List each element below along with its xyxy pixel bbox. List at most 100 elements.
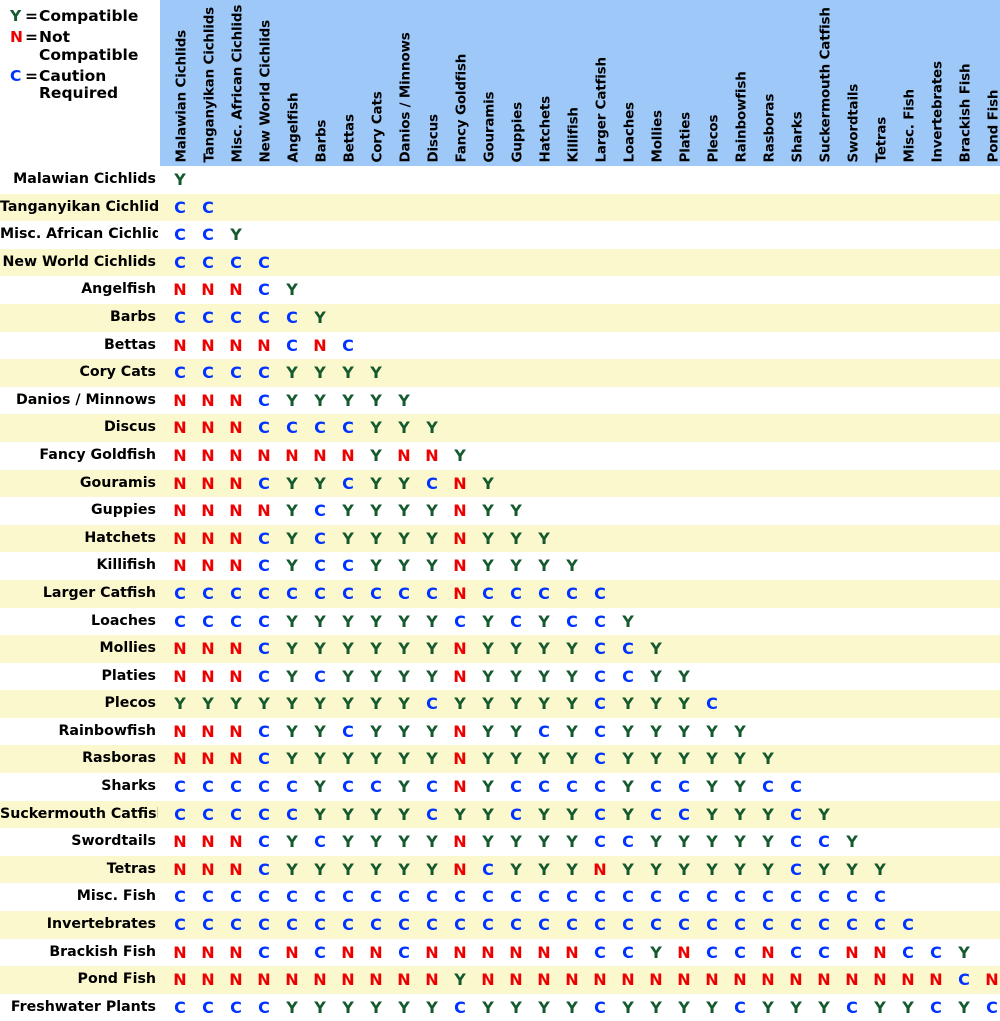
- cell-14-11: Y: [474, 552, 502, 580]
- cell-22-19: Y: [698, 773, 726, 801]
- cell-20-0: N: [166, 718, 194, 746]
- cell-14-14: Y: [558, 552, 586, 580]
- cell-14-0: N: [166, 552, 194, 580]
- cell-2-2: Y: [222, 221, 250, 249]
- cell-28-0: N: [166, 939, 194, 967]
- cell-26-18: C: [670, 883, 698, 911]
- cell-15-3: C: [250, 580, 278, 608]
- cell-15-15: C: [586, 580, 614, 608]
- cell-29-18: N: [670, 966, 698, 994]
- cell-10-5: N: [306, 442, 334, 470]
- cell-11-9: C: [418, 470, 446, 498]
- cell-20-12: Y: [502, 718, 530, 746]
- cell-17-12: Y: [502, 635, 530, 663]
- cell-25-13: Y: [530, 856, 558, 884]
- cell-13-5: C: [306, 525, 334, 553]
- cell-14-8: Y: [390, 552, 418, 580]
- cell-15-4: C: [278, 580, 306, 608]
- cell-24-24: Y: [838, 828, 866, 856]
- cell-10-2: N: [222, 442, 250, 470]
- cell-25-10: N: [446, 856, 474, 884]
- cell-8-6: Y: [334, 387, 362, 415]
- column-header-4: Angelfish: [288, 2, 302, 162]
- cell-2-0: C: [166, 221, 194, 249]
- cell-12-4: Y: [278, 497, 306, 525]
- cell-12-11: Y: [474, 497, 502, 525]
- cell-22-13: C: [530, 773, 558, 801]
- cell-10-3: N: [250, 442, 278, 470]
- cell-26-0: C: [166, 883, 194, 911]
- column-header-24: Swordtails: [848, 2, 862, 162]
- cell-24-15: C: [586, 828, 614, 856]
- row-label-24: Swordtails: [0, 828, 158, 856]
- cell-25-20: Y: [726, 856, 754, 884]
- cell-28-13: N: [530, 939, 558, 967]
- cell-30-16: Y: [614, 994, 642, 1021]
- cell-29-14: N: [558, 966, 586, 994]
- cell-23-2: C: [222, 801, 250, 829]
- cell-10-10: Y: [446, 442, 474, 470]
- cell-30-3: C: [250, 994, 278, 1021]
- cell-11-6: C: [334, 470, 362, 498]
- cell-25-25: Y: [866, 856, 894, 884]
- row-label-30: Freshwater Plants: [0, 994, 158, 1021]
- cell-22-1: C: [194, 773, 222, 801]
- cell-19-4: Y: [278, 690, 306, 718]
- cell-23-3: C: [250, 801, 278, 829]
- cell-26-24: C: [838, 883, 866, 911]
- row-label-28: Brackish Fish: [0, 939, 158, 967]
- cell-22-12: C: [502, 773, 530, 801]
- legend-item-not-compatible: N = Not Compatible: [10, 29, 156, 64]
- row-label-15: Larger Catfish: [0, 580, 158, 608]
- column-header-21: Rasboras: [764, 2, 778, 162]
- cell-24-16: C: [614, 828, 642, 856]
- cell-25-15: N: [586, 856, 614, 884]
- cell-20-20: Y: [726, 718, 754, 746]
- cell-21-15: C: [586, 745, 614, 773]
- cell-30-10: C: [446, 994, 474, 1021]
- cell-11-2: N: [222, 470, 250, 498]
- cell-22-7: C: [362, 773, 390, 801]
- row-label-14: Killifish: [0, 552, 158, 580]
- cell-5-1: C: [194, 304, 222, 332]
- cell-26-9: C: [418, 883, 446, 911]
- cell-25-7: Y: [362, 856, 390, 884]
- cell-20-10: N: [446, 718, 474, 746]
- cell-29-10: Y: [446, 966, 474, 994]
- cell-26-4: C: [278, 883, 306, 911]
- cell-3-2: C: [222, 249, 250, 277]
- cell-26-12: C: [502, 883, 530, 911]
- cell-26-3: C: [250, 883, 278, 911]
- cell-28-27: C: [922, 939, 950, 967]
- table-row: Pond FishNNNNNNNNNNYNNNNNNNNNNNNNNNNNCNY: [0, 966, 1000, 994]
- cell-28-3: C: [250, 939, 278, 967]
- cell-29-13: N: [530, 966, 558, 994]
- column-header-20: Rainbowfish: [736, 2, 750, 162]
- cell-28-7: N: [362, 939, 390, 967]
- legend-item-compatible: Y = Compatible: [10, 8, 156, 25]
- cell-27-11: C: [474, 911, 502, 939]
- cell-13-2: N: [222, 525, 250, 553]
- cell-20-5: Y: [306, 718, 334, 746]
- legend-item-caution: C = Caution Required: [10, 68, 156, 103]
- row-label-10: Fancy Goldfish: [0, 442, 158, 470]
- column-header-26: Misc. Fish: [904, 2, 918, 162]
- row-label-22: Sharks: [0, 773, 158, 801]
- cell-24-8: Y: [390, 828, 418, 856]
- row-label-6: Bettas: [0, 332, 158, 360]
- cell-15-7: C: [362, 580, 390, 608]
- column-header-6: Bettas: [344, 2, 358, 162]
- column-header-10: Fancy Goldfish: [456, 2, 470, 162]
- row-label-26: Misc. Fish: [0, 883, 158, 911]
- cell-17-4: Y: [278, 635, 306, 663]
- row-label-3: New World Cichlids: [0, 249, 158, 277]
- cell-9-4: C: [278, 414, 306, 442]
- cell-21-18: Y: [670, 745, 698, 773]
